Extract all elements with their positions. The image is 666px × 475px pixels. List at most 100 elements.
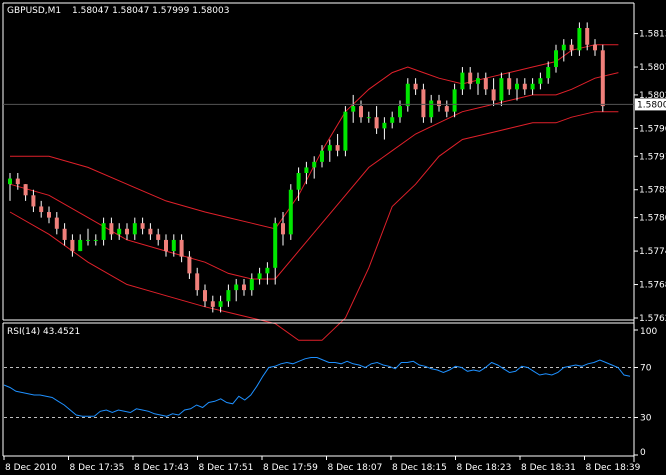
candle-body (156, 234, 161, 240)
candle (296, 167, 301, 201)
candle-body (374, 117, 379, 129)
candle-body (499, 78, 504, 101)
candle-body (507, 78, 512, 90)
candle (281, 212, 285, 246)
candle (117, 223, 122, 240)
candle-body (359, 106, 363, 118)
candle-body (304, 167, 309, 173)
rsi-tick-label: 0 (640, 448, 646, 458)
candle (132, 217, 137, 240)
candle-body (179, 239, 184, 257)
candle-body (468, 72, 473, 84)
candle-body (382, 122, 387, 129)
candle (70, 234, 75, 257)
price-tick-label: 1.5774 (639, 247, 666, 257)
candle-body (561, 44, 566, 51)
candle-body (460, 72, 465, 90)
candle (366, 111, 371, 123)
candle (39, 200, 44, 218)
candle-body (538, 78, 543, 84)
candle (101, 217, 106, 246)
candle (561, 39, 566, 62)
candle (585, 22, 590, 51)
candle (327, 139, 332, 162)
candle-body (327, 145, 332, 151)
candle-body (429, 100, 434, 118)
candle-body (117, 228, 122, 235)
candle (351, 94, 356, 123)
candle-body (515, 83, 519, 90)
candle (288, 184, 293, 240)
current-price-marker: 1.58003 (635, 98, 666, 111)
price-tick-label: 1.5768 (639, 281, 666, 291)
candle (86, 228, 90, 246)
time-tick-label: 8 Dec 18:39 (586, 463, 641, 473)
candle-body (405, 83, 410, 107)
bollinger-bands (9, 44, 619, 341)
candle (476, 72, 480, 95)
rsi-indicator (3, 357, 633, 418)
rsi-axis: 100 70 30 0 (634, 327, 657, 458)
candle (515, 78, 519, 101)
candle-body (54, 217, 59, 229)
rsi-label: RSI(14) 43.4521 (7, 327, 80, 337)
candle (577, 22, 582, 56)
candle (140, 217, 145, 235)
candle (187, 251, 192, 279)
candle (483, 72, 488, 95)
candle (62, 223, 67, 246)
candle-body (140, 223, 145, 229)
time-axis: 8 Dec 2010 8 Dec 17:35 8 Dec 17:43 8 Dec 17… (3, 456, 641, 473)
candle-body (187, 256, 192, 274)
candle-body (491, 89, 496, 101)
candle (218, 295, 223, 313)
candle (390, 111, 395, 129)
ohlc-label: 1.58047 1.58047 1.57999 1.58003 (72, 6, 229, 16)
candle (507, 72, 512, 95)
candle (242, 278, 246, 296)
price-tick-label: 1.5813 (639, 30, 666, 40)
time-tick-label: 8 Dec 17:51 (199, 463, 254, 473)
candle-body (351, 106, 356, 112)
candle (273, 217, 278, 285)
candle (304, 161, 309, 185)
candle-body (569, 44, 574, 51)
time-tick-label: 8 Dec 17:59 (263, 463, 318, 473)
candle-body (312, 161, 317, 168)
candle (265, 262, 270, 285)
candle (93, 234, 98, 246)
candle (530, 78, 535, 95)
current-price-box (635, 98, 666, 111)
candle (15, 173, 20, 190)
candle-body (132, 223, 137, 235)
current-price-label: 1.58003 (637, 100, 666, 110)
candle-body (522, 83, 527, 90)
candle-body (288, 189, 293, 235)
candle-body (8, 178, 12, 185)
candle-body (78, 239, 83, 252)
candle (125, 223, 129, 240)
bollinger-upper-line (10, 44, 619, 230)
candle (444, 100, 449, 118)
candle-body (109, 223, 114, 235)
candle (156, 228, 161, 246)
candle-body (242, 284, 246, 291)
candle-body (148, 228, 153, 235)
candle (171, 234, 176, 257)
candle (23, 184, 28, 201)
time-tick-label: 8 Dec 18:23 (457, 463, 512, 473)
candle-body (195, 273, 200, 291)
candle-body (101, 223, 106, 240)
candle (343, 106, 348, 157)
candle-body (444, 106, 449, 112)
candle (31, 189, 36, 213)
price-tick-label: 1.5802 (639, 91, 666, 101)
candle (374, 106, 379, 134)
candle-body (218, 301, 223, 307)
candle-body (226, 290, 231, 302)
candle (429, 94, 434, 123)
candle (226, 284, 231, 307)
price-tick-label: 1.5780 (639, 214, 666, 224)
